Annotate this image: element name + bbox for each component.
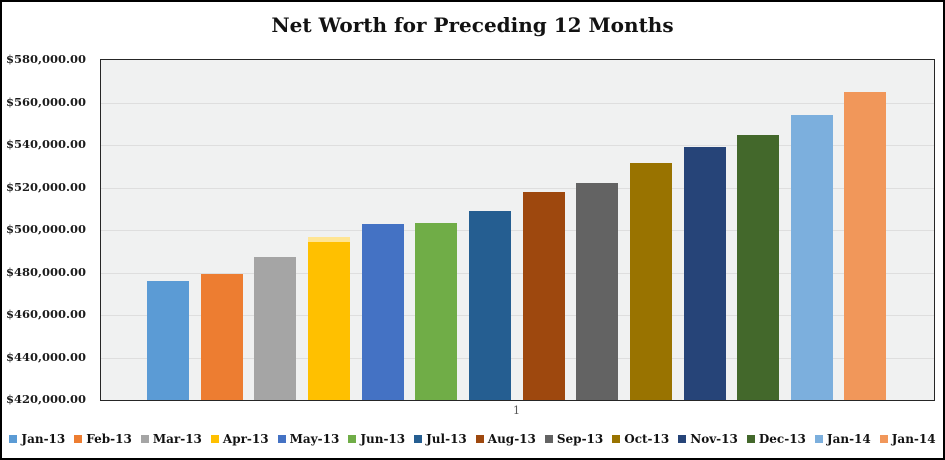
legend-item-jun-13[interactable]: Jun-13 [348, 432, 405, 446]
y-axis-tick-label: $420,000.00 [5, 392, 86, 406]
legend-item-sep-13[interactable]: Sep-13 [544, 432, 604, 446]
bar-may-13[interactable] [362, 224, 404, 400]
legend-swatch [210, 435, 219, 443]
legend-item-mar-13[interactable]: Mar-13 [140, 432, 202, 446]
bar-nov-13[interactable] [684, 147, 726, 400]
y-axis-tick-label: $560,000.00 [5, 94, 86, 109]
bar-jan-14[interactable] [844, 92, 886, 400]
y-axis-tick-label: $460,000.00 [5, 307, 86, 321]
bar-jul-13[interactable] [469, 211, 511, 400]
bar-jun-13[interactable] [415, 223, 457, 400]
bar-aug-13[interactable] [523, 192, 565, 400]
legend-swatch [612, 435, 621, 443]
bar-apr-13[interactable] [308, 237, 350, 400]
bar-dec-13[interactable] [737, 135, 779, 400]
legend-label: Apr-13 [222, 432, 269, 446]
legend-label: Nov-13 [690, 432, 738, 446]
y-axis-tick-label: $540,000.00 [5, 137, 86, 151]
y-axis-tick-label: $480,000.00 [5, 264, 86, 279]
legend-label: Feb-13 [86, 432, 132, 446]
legend-swatch [414, 435, 423, 443]
legend-swatch [544, 435, 553, 443]
legend-item-aug-13[interactable]: Aug-13 [475, 432, 536, 446]
legend-item-jul-13[interactable]: Jul-13 [414, 432, 467, 446]
bar-highlight-cap [308, 237, 350, 242]
gridline [101, 272, 934, 274]
legend-item-feb-13[interactable]: Feb-13 [74, 432, 132, 446]
bar-sep-13[interactable] [576, 183, 618, 400]
legend-item-nov-13[interactable]: Nov-13 [678, 432, 738, 446]
legend-label: Jan-13 [21, 432, 66, 446]
legend-label: Dec-13 [758, 432, 806, 446]
legend-swatch [475, 435, 484, 443]
y-axis-tick-label: $440,000.00 [5, 349, 86, 364]
x-axis-category-label: 1 [513, 404, 520, 417]
legend-label: Jul-13 [426, 432, 467, 446]
legend-label: Sep-13 [556, 432, 604, 446]
bar-mar-13[interactable] [254, 257, 296, 400]
y-axis-tick-label: $520,000.00 [5, 179, 86, 194]
legend-swatch [9, 435, 18, 443]
legend-item-jan-14[interactable]: Jan-14 [814, 432, 871, 446]
plot-area [100, 59, 935, 401]
legend-label: Oct-13 [624, 432, 670, 446]
legend-swatch [74, 435, 83, 443]
bar-oct-13[interactable] [630, 163, 672, 400]
legend-swatch [140, 435, 149, 443]
legend-item-oct-13[interactable]: Oct-13 [612, 432, 669, 446]
legend-item-may-13[interactable]: May-13 [277, 432, 340, 446]
legend-item-jan-14[interactable]: Jan-14 [879, 432, 936, 446]
legend-label: May-13 [289, 432, 340, 446]
legend-swatch [678, 435, 687, 443]
y-axis-tick-label: $500,000.00 [5, 222, 86, 236]
gridline [101, 315, 934, 316]
gridline [101, 102, 934, 104]
legend-swatch [277, 435, 286, 443]
legend-label: Jan-14 [826, 432, 871, 446]
bar-feb-13[interactable] [201, 274, 243, 400]
legend: Jan-13 Feb-13 Mar-13 Apr-13 May-13 Jun-13 Jul-… [2, 428, 943, 450]
legend-item-apr-13[interactable]: Apr-13 [210, 432, 269, 446]
legend-item-jan-13[interactable]: Jan-13 [9, 432, 65, 446]
legend-label: Mar-13 [152, 432, 202, 446]
gridline [101, 357, 934, 359]
legend-label: Jun-13 [360, 432, 406, 446]
legend-swatch [348, 435, 357, 443]
y-axis-tick-label: $580,000.00 [5, 52, 86, 66]
gridline [101, 230, 934, 231]
gridline [101, 187, 934, 189]
bar-jan-13[interactable] [147, 281, 189, 400]
legend-item-dec-13[interactable]: Dec-13 [746, 432, 806, 446]
legend-swatch [879, 435, 888, 443]
legend-swatch [746, 435, 755, 443]
legend-label: Aug-13 [487, 432, 536, 446]
legend-swatch [814, 435, 823, 443]
chart-title: Net Worth for Preceding 12 Months [271, 13, 674, 37]
bar-jan-14[interactable] [791, 115, 833, 400]
legend-label: Jan-14 [891, 432, 936, 446]
gridline [101, 145, 934, 146]
